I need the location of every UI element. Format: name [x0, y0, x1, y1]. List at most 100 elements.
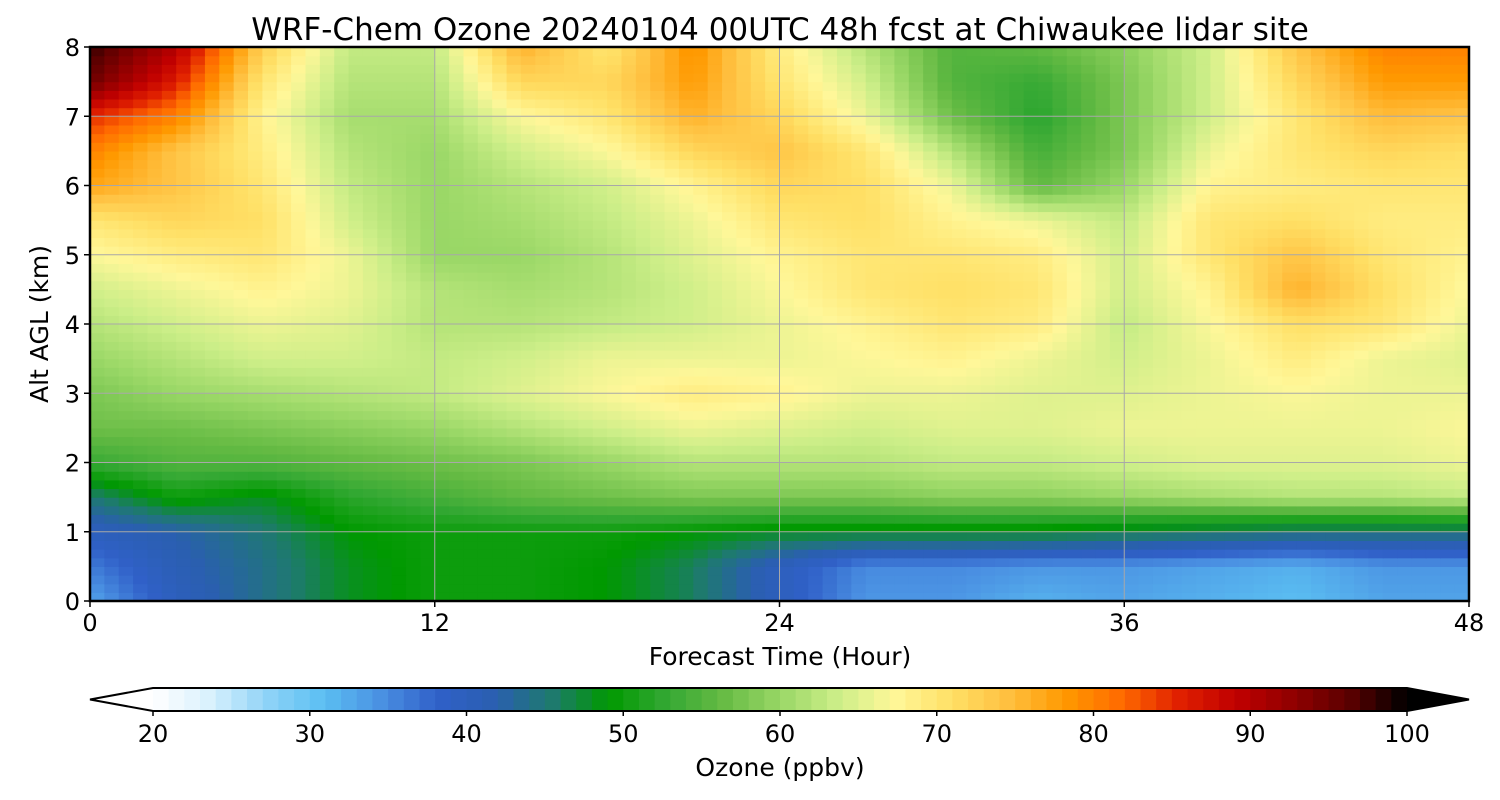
heatmap-cell: [951, 185, 967, 195]
heatmap-cell: [90, 280, 105, 290]
heatmap-cell: [1052, 220, 1068, 230]
heatmap-cell: [1454, 341, 1470, 351]
heatmap-cell: [190, 549, 206, 559]
heatmap-cell: [406, 445, 421, 455]
heatmap-cell: [1066, 272, 1082, 282]
heatmap-cell: [104, 427, 120, 438]
heatmap-cell: [607, 410, 623, 420]
heatmap-cell: [693, 220, 709, 230]
heatmap-cell: [219, 263, 235, 273]
heatmap-cell: [104, 272, 120, 282]
heatmap-cell: [966, 168, 982, 178]
heatmap-cell: [291, 401, 307, 412]
heatmap-cell: [1109, 185, 1125, 195]
heatmap-cell: [147, 427, 163, 438]
heatmap-cell: [391, 349, 407, 360]
heatmap-cell: [420, 505, 436, 516]
heatmap-cell: [362, 341, 378, 351]
heatmap-cell: [1181, 497, 1197, 507]
heatmap-cell: [1066, 393, 1082, 403]
heatmap-cell: [1354, 254, 1370, 265]
heatmap-cell: [564, 220, 579, 230]
heatmap-cell: [1152, 168, 1168, 178]
heatmap-cell: [463, 453, 479, 464]
heatmap-cell: [621, 280, 637, 290]
heatmap-cell: [176, 514, 192, 524]
heatmap-cell: [520, 202, 536, 213]
heatmap-cell: [118, 176, 134, 187]
heatmap-cell: [937, 298, 953, 308]
heatmap-cell: [118, 505, 134, 516]
heatmap-cell: [477, 298, 493, 308]
heatmap-cell: [923, 367, 939, 377]
heatmap-cell: [1325, 419, 1341, 429]
heatmap-cell: [1138, 272, 1154, 282]
heatmap-cell: [980, 445, 996, 455]
heatmap-cell: [1411, 289, 1427, 299]
heatmap-cell: [1052, 341, 1068, 351]
heatmap-cell: [118, 540, 134, 550]
heatmap-cell: [1253, 531, 1269, 542]
heatmap-cell: [1081, 575, 1097, 585]
heatmap-cell: [635, 471, 651, 481]
heatmap-cell: [420, 228, 436, 239]
heatmap-cell: [880, 462, 896, 472]
heatmap-cell: [650, 324, 666, 334]
heatmap-cell: [793, 497, 809, 507]
heatmap-cell: [880, 497, 896, 507]
heatmap-cell: [133, 332, 149, 342]
heatmap-cell: [1454, 592, 1470, 602]
heatmap-cell: [463, 289, 479, 299]
heatmap-cell: [1124, 324, 1140, 334]
heatmap-cell: [865, 168, 881, 178]
heatmap-cell: [894, 332, 910, 342]
heatmap-cell: [1397, 202, 1413, 213]
heatmap-cell: [161, 211, 177, 221]
heatmap-cell: [1181, 324, 1197, 334]
heatmap-cell: [1066, 194, 1082, 204]
heatmap-cell: [851, 150, 867, 161]
heatmap-cell: [406, 419, 421, 429]
heatmap-cell: [176, 306, 192, 316]
heatmap-cell: [492, 358, 508, 368]
heatmap-cell: [635, 531, 651, 542]
heatmap-cell: [204, 176, 220, 187]
heatmap-cell: [391, 263, 407, 273]
heatmap-cell: [1181, 194, 1197, 204]
heatmap-cell: [1167, 289, 1183, 299]
heatmap-cell: [707, 280, 723, 290]
heatmap-cell: [894, 220, 910, 230]
heatmap-cell: [1397, 540, 1413, 550]
heatmap-cell: [966, 557, 982, 567]
heatmap-cell: [693, 306, 709, 316]
heatmap-cell: [420, 349, 436, 360]
heatmap-cell: [750, 176, 766, 187]
heatmap-cell: [1325, 341, 1341, 351]
heatmap-cell: [520, 367, 536, 377]
heatmap-cell: [1382, 341, 1398, 351]
heatmap-cell: [248, 349, 263, 360]
heatmap-cell: [592, 410, 608, 420]
heatmap-cell: [319, 202, 335, 213]
heatmap-cell: [1382, 427, 1398, 438]
heatmap-cell: [1267, 427, 1283, 438]
heatmap-cell: [1325, 211, 1341, 221]
heatmap-cell: [248, 540, 263, 550]
heatmap-cell: [291, 575, 307, 585]
heatmap-cell: [1066, 505, 1082, 516]
heatmap-cell: [1196, 341, 1212, 351]
heatmap-cell: [678, 419, 694, 429]
heatmap-cell: [276, 237, 292, 247]
heatmap-cell: [635, 185, 651, 195]
heatmap-cell: [1138, 280, 1154, 290]
heatmap-cell: [1239, 531, 1255, 542]
heatmap-cell: [822, 176, 838, 187]
heatmap-cell: [1181, 384, 1197, 394]
heatmap-cell: [1310, 211, 1326, 221]
heatmap-cell: [104, 150, 120, 161]
heatmap-cell: [1368, 315, 1384, 325]
heatmap-cell: [506, 549, 522, 559]
heatmap-cell: [1224, 445, 1240, 455]
heatmap-cell: [1425, 549, 1441, 559]
heatmap-cell: [1310, 202, 1326, 213]
